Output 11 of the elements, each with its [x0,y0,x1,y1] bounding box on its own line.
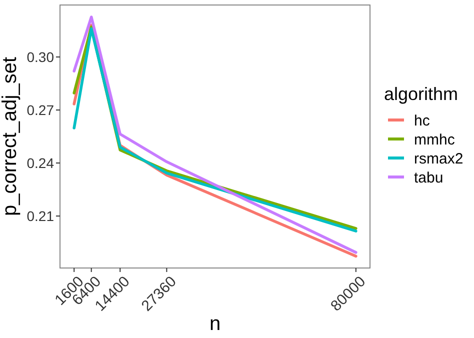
x-axis-title: n [209,313,221,335]
legend-label: mmhc [414,131,456,148]
legend-label: hc [414,112,430,130]
legend-title: algorithm [384,84,458,104]
y-tick-label: 0.21 [26,208,54,224]
y-tick-label: 0.30 [26,48,54,65]
y-tick-label: 0.27 [26,102,54,118]
legend-label: tabu [414,169,444,186]
y-tick-label: 0.24 [26,154,54,171]
y-axis-title: p_correct_adj_set [0,56,21,216]
legend-label: rsmax2 [414,150,464,168]
